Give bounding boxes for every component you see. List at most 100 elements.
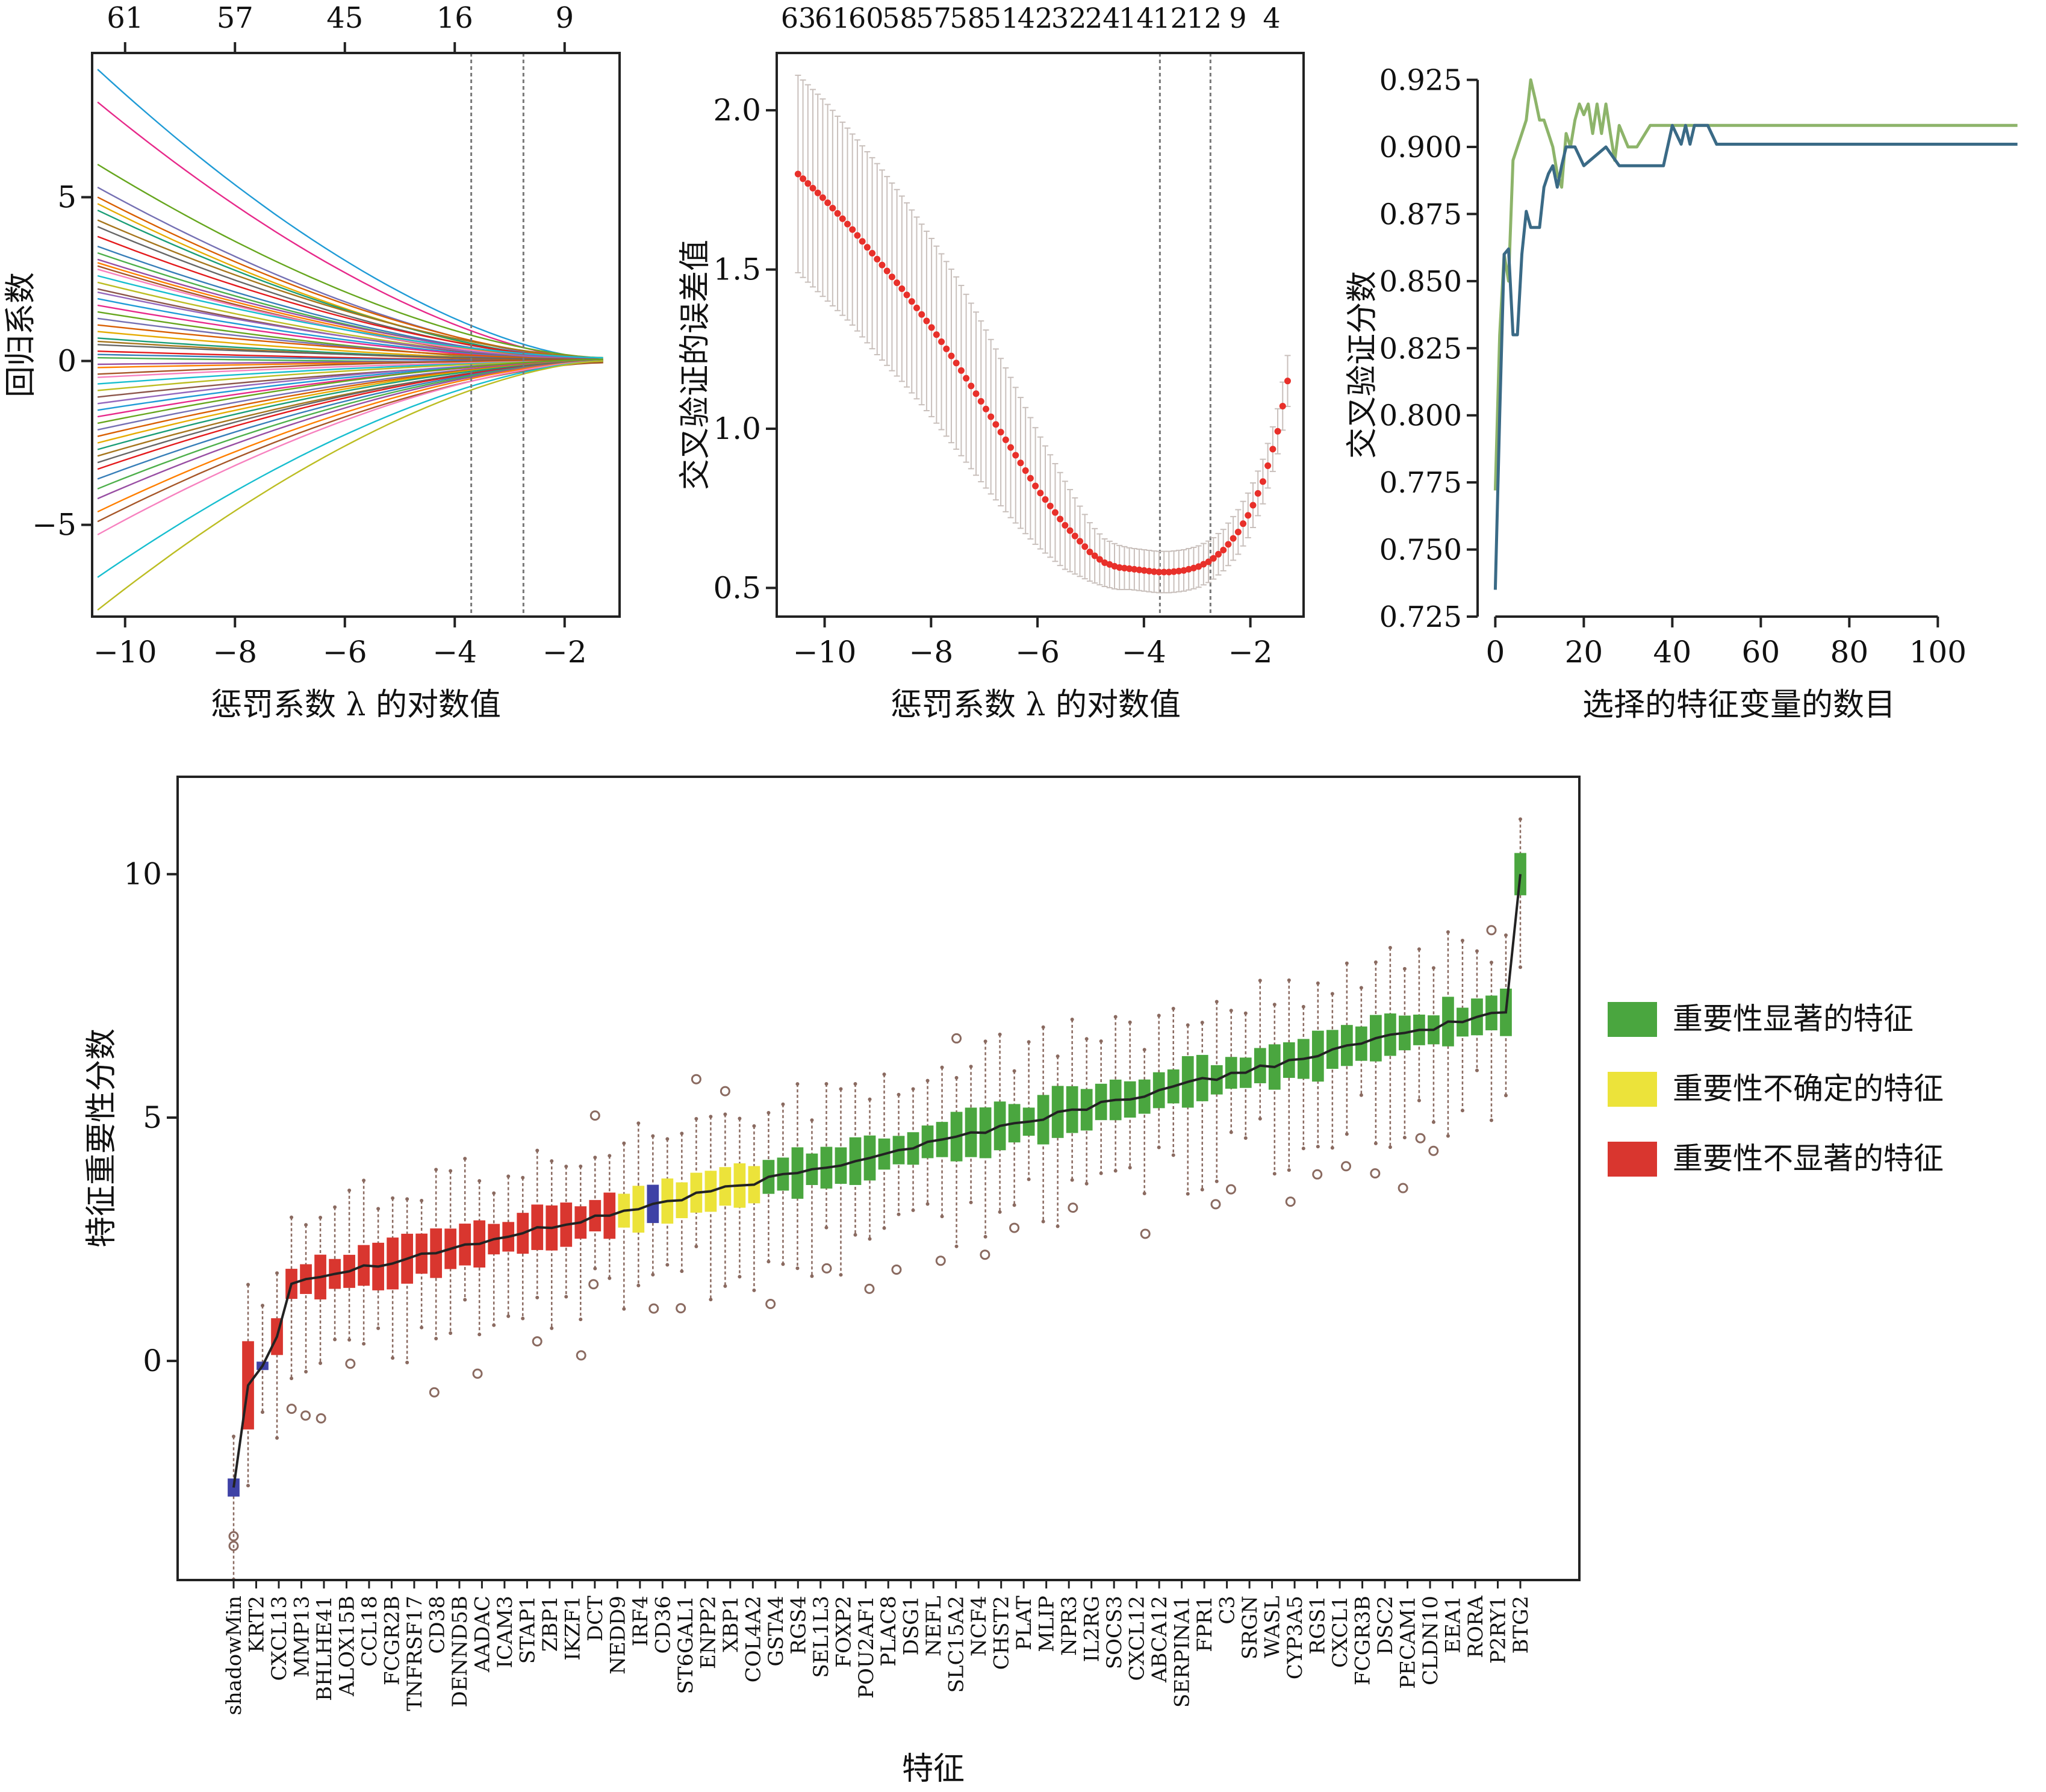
whisker-end (1186, 1023, 1190, 1027)
feature-label: ABCA12 (1148, 1596, 1172, 1683)
whisker-end (925, 1078, 930, 1083)
whisker-end (1113, 1169, 1118, 1173)
cv-point (839, 215, 846, 222)
plot-frame (176, 776, 1581, 1581)
cv-point (943, 345, 950, 352)
cv-point (794, 170, 801, 178)
cv-point (938, 338, 945, 346)
cv-point (918, 311, 925, 318)
x-tick-label: 0 (1485, 635, 1505, 670)
whisker-end (1373, 960, 1378, 964)
feature-label: PLAT (1012, 1596, 1036, 1650)
cv-point (933, 331, 940, 338)
cv-point (1225, 541, 1232, 548)
whisker-end (1171, 1006, 1175, 1010)
whisker-end (1084, 1181, 1089, 1186)
cv-point (992, 421, 1000, 428)
whisker-end (304, 1369, 308, 1374)
whisker-end (232, 1434, 235, 1439)
error-bars (795, 75, 1291, 594)
whisker-end (665, 1263, 670, 1267)
coefficient-line (97, 258, 603, 360)
whisker-end (1301, 1004, 1305, 1009)
cv-point (1136, 566, 1143, 573)
outlier (472, 1368, 483, 1379)
whisker-end (1417, 947, 1421, 951)
y-tick-label: 0.750 (1379, 534, 1462, 567)
top-tick-label: 58 (882, 2, 918, 34)
whisker-end (1503, 933, 1508, 938)
whisker-end (1041, 1025, 1045, 1029)
x-tick-label: −4 (432, 635, 477, 670)
whisker-end (304, 1223, 308, 1227)
cv-point (874, 255, 881, 263)
feature-label: COL4A2 (741, 1596, 765, 1682)
whisker-end (911, 1208, 915, 1212)
whisker-end (275, 1271, 279, 1275)
top-tick-label: 32 (1051, 2, 1087, 34)
cv-point (1071, 532, 1078, 540)
x-tick-label: 20 (1565, 635, 1603, 670)
top-tick-label: 4 (1263, 2, 1280, 34)
whisker-end (1157, 1145, 1161, 1150)
x-tick-label: −2 (1228, 635, 1273, 670)
whisker-end (1243, 1011, 1248, 1015)
cv-point (977, 398, 984, 405)
whisker-end (579, 1164, 583, 1168)
whisker-end (1330, 992, 1334, 996)
plot-frame (776, 52, 1305, 618)
score-line (1493, 78, 2018, 491)
whisker-end (1027, 1177, 1031, 1181)
whisker-end (680, 1131, 684, 1136)
whisker-end (550, 1326, 554, 1330)
panel-cv-error: −10 −8 −6 −4 −20.51.01.52.063616058575851423… (677, 2, 1305, 723)
y-axis-label: 交叉验证分数 (1345, 271, 1381, 459)
whisker-end (290, 1377, 294, 1381)
cv-point (1171, 568, 1178, 575)
median-line (232, 874, 1522, 1488)
cv-point (898, 285, 906, 292)
whisker-end (608, 1154, 612, 1158)
whisker-end (1345, 1132, 1349, 1136)
whisker-end (665, 1137, 670, 1141)
x-tick-label: −2 (543, 635, 587, 670)
y-axis-label: 回归系数 (3, 272, 39, 397)
cv-point (1027, 474, 1034, 482)
y-tick-label: 2.0 (713, 93, 761, 128)
whisker-end (709, 1115, 713, 1119)
whisker-end (420, 1198, 424, 1202)
outlier (1486, 925, 1497, 936)
whisker-end (550, 1159, 554, 1163)
whisker-end (839, 1087, 843, 1091)
feature-label: SOCS3 (1102, 1596, 1127, 1669)
whisker-end (795, 1266, 800, 1271)
whisker-end (1489, 960, 1493, 965)
cv-point (869, 250, 876, 257)
whisker-end (261, 1410, 265, 1414)
cv-point (844, 220, 851, 228)
feature-label: SRGN (1238, 1596, 1262, 1660)
whisker-end (1460, 1109, 1464, 1113)
cv-point (903, 291, 910, 299)
whisker-end (1519, 965, 1522, 969)
outlier (1398, 1183, 1408, 1193)
whisker-end (853, 1081, 857, 1086)
feature-label: XBP1 (719, 1596, 743, 1652)
top-tick-label: 58 (950, 2, 985, 34)
whisker-end (882, 1072, 886, 1077)
whisker-end (766, 1111, 771, 1115)
plot-frame (91, 52, 621, 618)
feature-label: DENND5B (448, 1596, 472, 1707)
coefficient-line (97, 360, 603, 611)
whisker-end (1431, 966, 1435, 970)
whisker-end (246, 1283, 250, 1287)
whisker-end (608, 1276, 612, 1280)
coefficient-line (97, 219, 603, 359)
whisker-end (477, 1179, 482, 1183)
outlier (1068, 1202, 1078, 1213)
cv-point (953, 359, 960, 367)
feature-label: BHLHE41 (312, 1596, 337, 1701)
whisker-end (839, 1273, 843, 1277)
cv-point (948, 352, 955, 359)
coefficient-line (98, 358, 603, 375)
